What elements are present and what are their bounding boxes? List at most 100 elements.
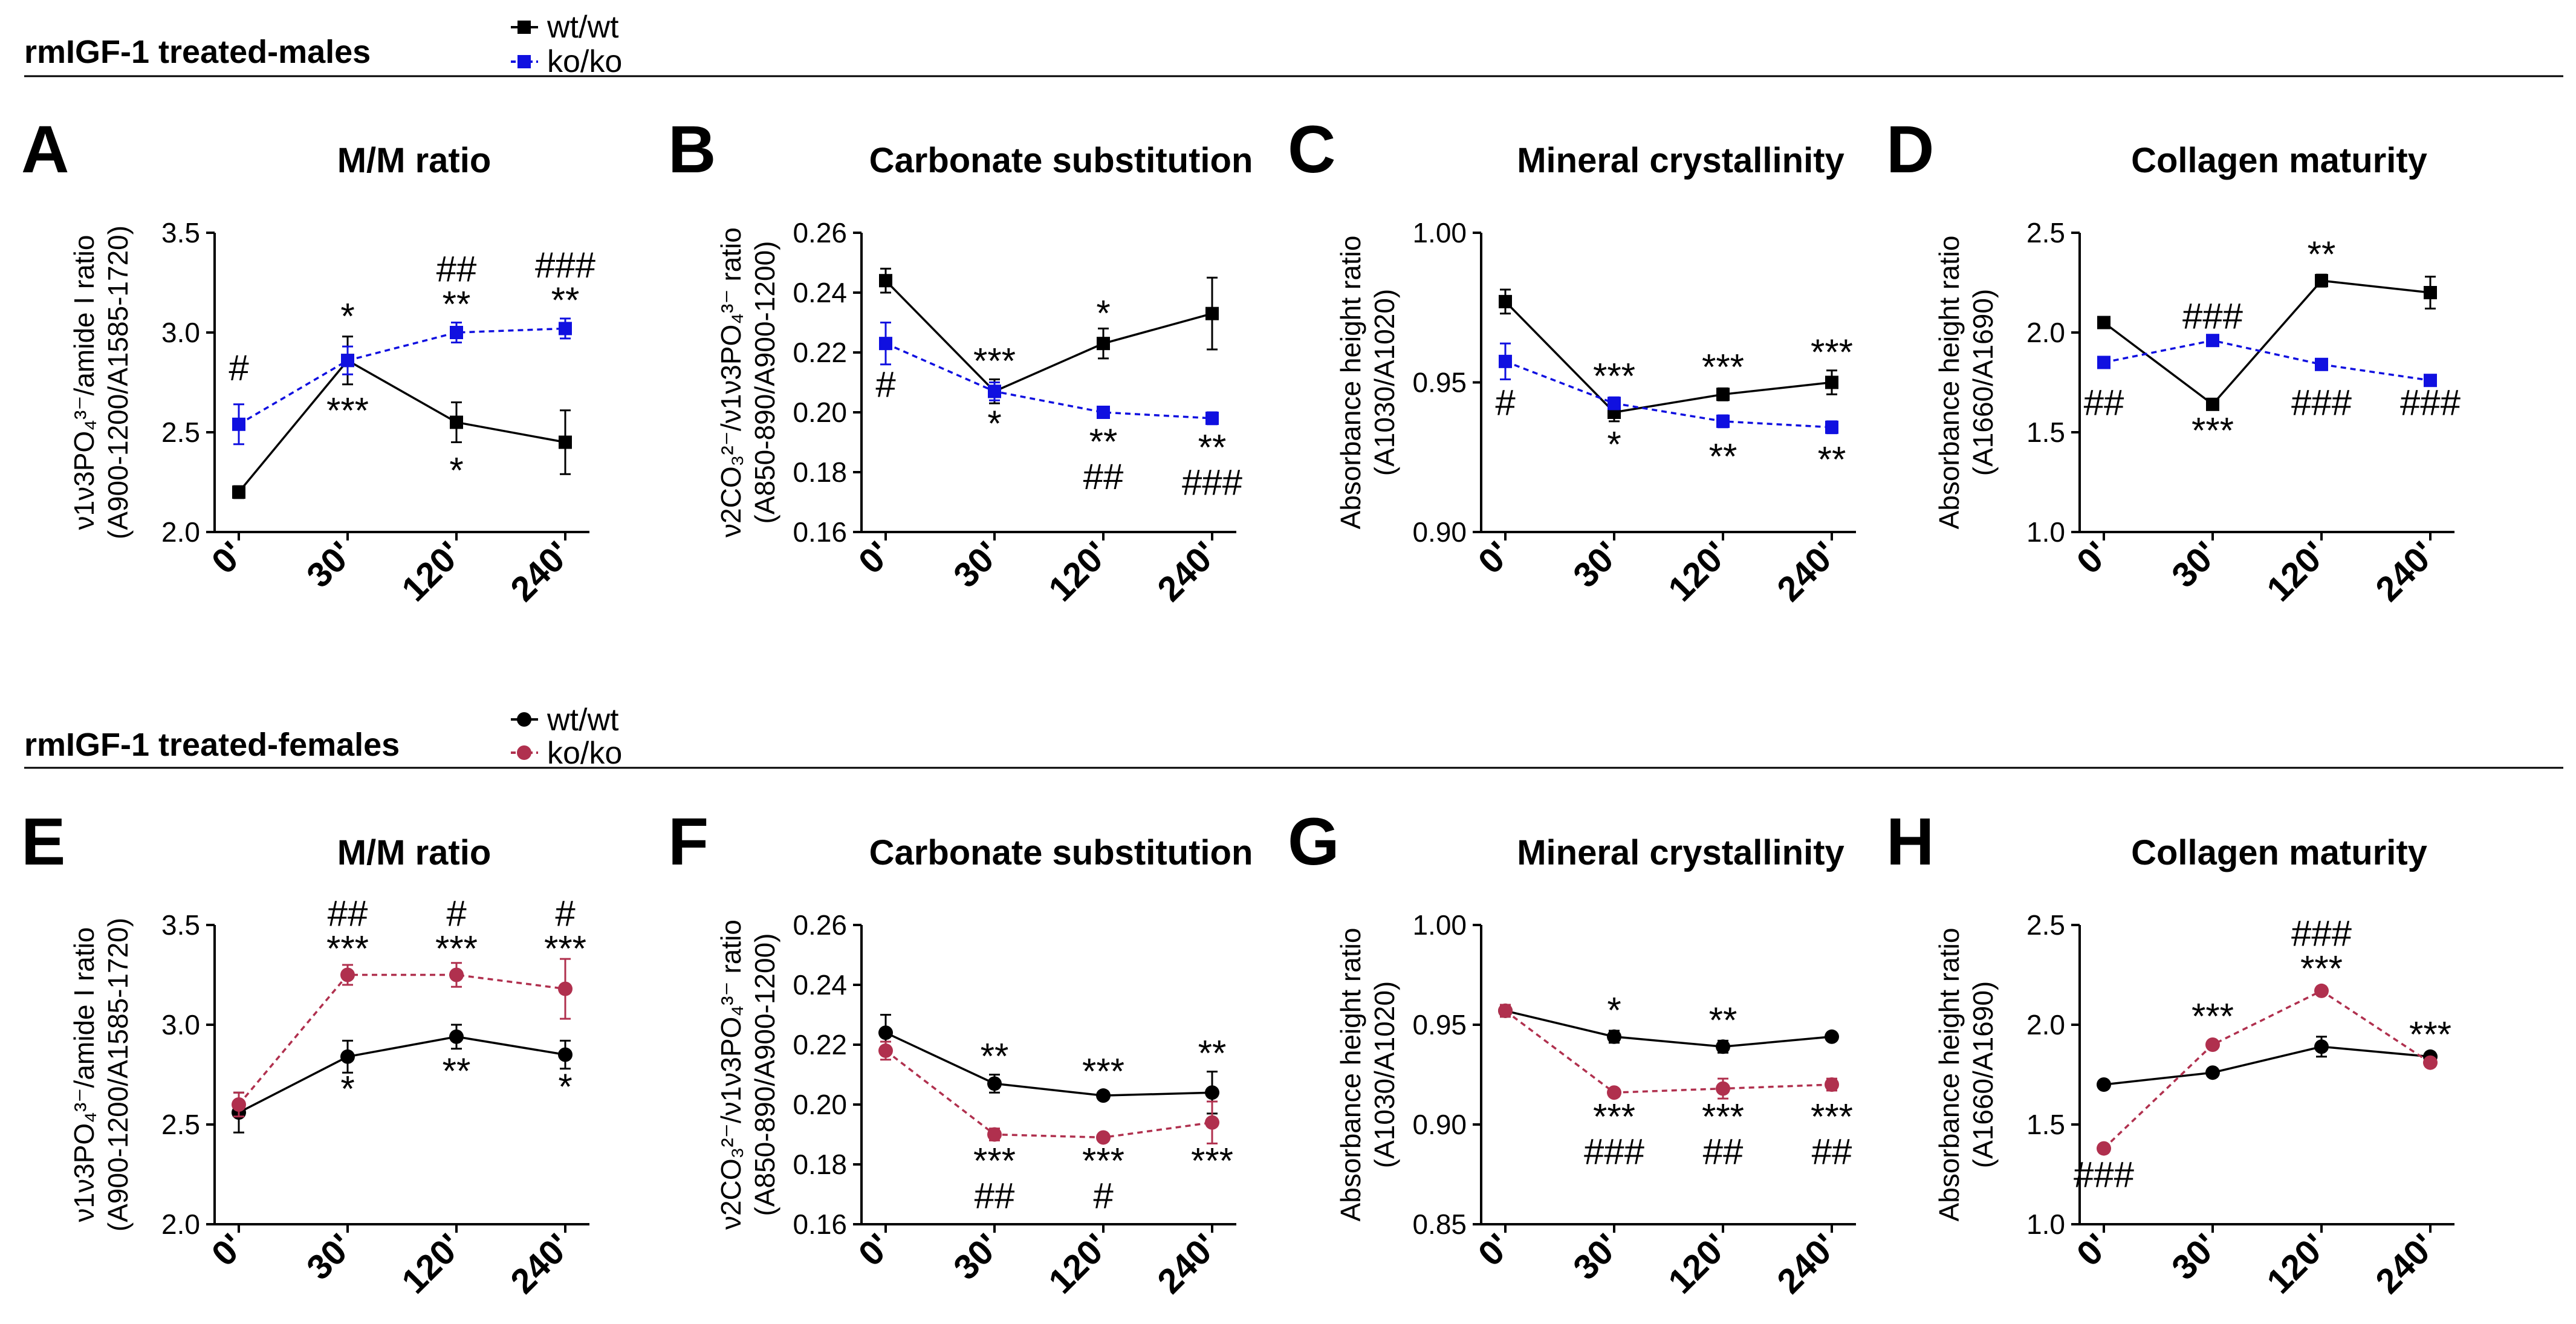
significance-label: ** (1198, 1033, 1227, 1074)
data-point-square (1825, 420, 1838, 434)
panel-letter: C (1288, 112, 1335, 187)
legend-item-wt: wt/wt (511, 10, 619, 45)
data-point-circle (1716, 1039, 1730, 1054)
significance-label: # (446, 893, 467, 933)
panel-title: M/M ratio (337, 833, 492, 872)
significance-label: *** (1082, 1140, 1124, 1181)
series-line (2103, 339, 2431, 381)
significance-annotation: * (340, 296, 354, 336)
y-axis-label-line: Absorbance height ratio (1335, 236, 1366, 530)
significance-annotation: #*** (544, 893, 586, 969)
data-point-square (2097, 355, 2110, 369)
y-axis-label-line: ν2CO₃²⁻/ν1ν3PO₄³⁻ ratio (715, 227, 747, 537)
legend-label: wt/wt (547, 10, 619, 45)
y-tick-label: 0.24 (793, 277, 847, 308)
data-point-square (1205, 411, 1219, 425)
significance-annotation: * (558, 1066, 572, 1107)
legend-item-wt: wt/wt (511, 703, 619, 738)
data-point-circle (1205, 1085, 1219, 1100)
panel-title: Mineral crystallinity (1517, 141, 1844, 180)
data-point-square (2424, 286, 2437, 299)
significance-annotation: ###** (535, 245, 596, 320)
legend-label: wt/wt (547, 703, 619, 738)
data-point-circle (1096, 1130, 1111, 1145)
data-point-circle (878, 1025, 893, 1040)
series-line (884, 279, 1213, 393)
y-axis-label: ν1ν3PO₄³⁻/amide I ratio (A900-1200/A1585-… (68, 226, 134, 539)
series-line (1504, 1010, 1832, 1094)
significance-label: *** (1191, 1140, 1233, 1181)
significance-annotation: * (987, 403, 1001, 444)
panel-letter: A (21, 112, 69, 187)
data-point-square (879, 274, 892, 288)
significance-annotation: ##** (436, 249, 477, 325)
significance-label: ## (2084, 382, 2124, 423)
data-point-circle (340, 967, 355, 982)
y-axis-label-line: ν1ν3PO₄³⁻/amide I ratio (68, 235, 100, 530)
significance-label: * (1096, 293, 1110, 333)
significance-label: ### (535, 245, 596, 285)
data-point-square (450, 415, 463, 429)
significance-label: *** (326, 391, 369, 431)
significance-annotation: *** (1593, 355, 1635, 396)
series-line (238, 327, 566, 426)
y-tick-label: 2.0 (2026, 1009, 2065, 1040)
data-point-circle (2314, 983, 2329, 998)
series-wt (1499, 288, 1838, 423)
y-tick-label: 0.18 (793, 1149, 847, 1180)
data-point-square (2097, 316, 2110, 329)
legend-marker-square (517, 55, 531, 68)
significance-label: # (555, 893, 576, 933)
significance-label: *** (973, 1140, 1016, 1181)
significance-label: * (340, 296, 354, 336)
y-axis-label-line: (A900-1200/A1585-1720) (102, 226, 134, 539)
y-tick-label: 0.22 (793, 337, 847, 368)
y-axis-label: ν1ν3PO₄³⁻/amide I ratio (A900-1200/A1585-… (68, 918, 134, 1232)
significance-label: *** (544, 928, 586, 969)
significance-annotation: # (875, 365, 896, 405)
significance-label: ### (2291, 382, 2352, 423)
data-point-circle (1205, 1115, 1219, 1130)
y-tick-label: 0.18 (793, 456, 847, 488)
data-point-square (1499, 354, 1512, 368)
y-axis-label-line: Absorbance height ratio (1933, 236, 1965, 530)
data-point-circle (558, 1047, 573, 1062)
significance-label: ** (443, 1051, 471, 1091)
significance-annotation: ** (1818, 439, 1846, 479)
y-tick-label: 0.90 (1412, 1109, 1467, 1140)
y-axis-label: Absorbance height ratio (A1660/A1690) (1933, 928, 1999, 1222)
significance-annotation: ** (1709, 1000, 1737, 1040)
data-point-circle (340, 1049, 355, 1064)
significance-label: ** (443, 284, 471, 325)
series-ko (232, 958, 573, 1118)
significance-label: ** (1709, 1000, 1737, 1040)
data-point-circle (1825, 1077, 1839, 1092)
panel-letter: F (668, 805, 709, 879)
series-ko (1499, 342, 1838, 435)
significance-annotation: ** (1198, 1033, 1227, 1074)
data-point-square (988, 385, 1001, 398)
panel-e: E M/M ratio ν1ν3PO₄³⁻/amide I ratio (A900-1… (21, 805, 589, 1301)
significance-annotation: ** (443, 1051, 471, 1091)
legend-item-ko: ko/ko (511, 44, 622, 79)
y-tick-label: 0.26 (793, 217, 847, 248)
y-tick-label: 0.22 (793, 1029, 847, 1060)
y-tick-label: 1.0 (2026, 516, 2065, 548)
data-point-square (341, 354, 354, 368)
significance-annotation: # (1495, 382, 1516, 423)
y-axis-label: ν2CO₃²⁻/ν1ν3PO₄³⁻ ratio (A850-890/A900-12… (715, 920, 780, 1230)
significance-label: * (1607, 990, 1621, 1031)
data-point-circle (1096, 1088, 1111, 1103)
significance-annotation: ###*** (2291, 913, 2352, 988)
significance-label: * (558, 1066, 572, 1107)
data-point-circle (232, 1097, 246, 1112)
significance-annotation: * (340, 1069, 354, 1109)
significance-annotation: *** (1702, 347, 1744, 388)
significance-label: *** (2192, 411, 2234, 451)
series-line (885, 1031, 1213, 1097)
significance-label: *** (1593, 1097, 1635, 1137)
data-point-circle (878, 1043, 893, 1058)
significance-label: ** (551, 280, 580, 320)
y-tick-label: 0.90 (1412, 516, 1467, 548)
series-line (238, 1036, 566, 1114)
